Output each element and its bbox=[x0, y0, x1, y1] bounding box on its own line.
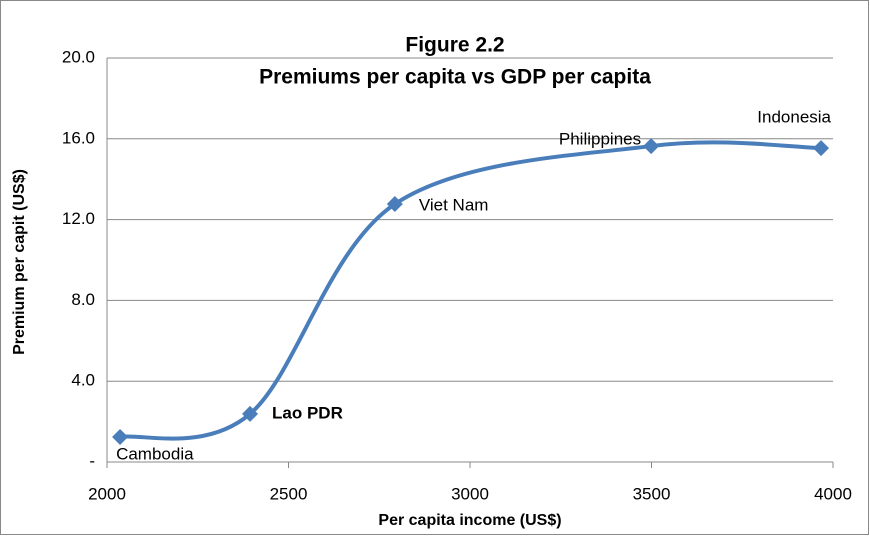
chart-title: Figure 2.2 bbox=[405, 34, 504, 57]
marker bbox=[112, 428, 129, 445]
data-label: Philippines bbox=[559, 130, 641, 149]
data-label: Indonesia bbox=[757, 108, 831, 127]
marker bbox=[643, 138, 660, 155]
y-tick-label: 12.0 bbox=[62, 209, 95, 228]
marker bbox=[813, 140, 830, 157]
data-label: Lao PDR bbox=[272, 403, 343, 422]
x-axis-title: Per capita income (US$) bbox=[378, 512, 561, 529]
x-tick-label: 2000 bbox=[88, 484, 126, 503]
data-label: Cambodia bbox=[116, 444, 194, 463]
y-axis-title: Premium per capit (US$) bbox=[11, 169, 28, 355]
x-tick-label: 3500 bbox=[633, 484, 671, 503]
y-tick-label: - bbox=[89, 451, 95, 470]
x-tick-label: 4000 bbox=[814, 484, 852, 503]
data-label: Viet Nam bbox=[419, 196, 489, 215]
x-tick-label: 3000 bbox=[451, 484, 489, 503]
y-tick-label: 4.0 bbox=[71, 371, 95, 390]
y-tick-label: 20.0 bbox=[62, 47, 95, 66]
y-tick-label: 16.0 bbox=[62, 128, 95, 147]
x-tick-label: 2500 bbox=[270, 484, 308, 503]
marker bbox=[242, 405, 259, 422]
y-tick-label: 8.0 bbox=[71, 290, 95, 309]
marker bbox=[386, 196, 403, 213]
chart-subtitle: Premiums per capita vs GDP per capita bbox=[259, 66, 651, 89]
